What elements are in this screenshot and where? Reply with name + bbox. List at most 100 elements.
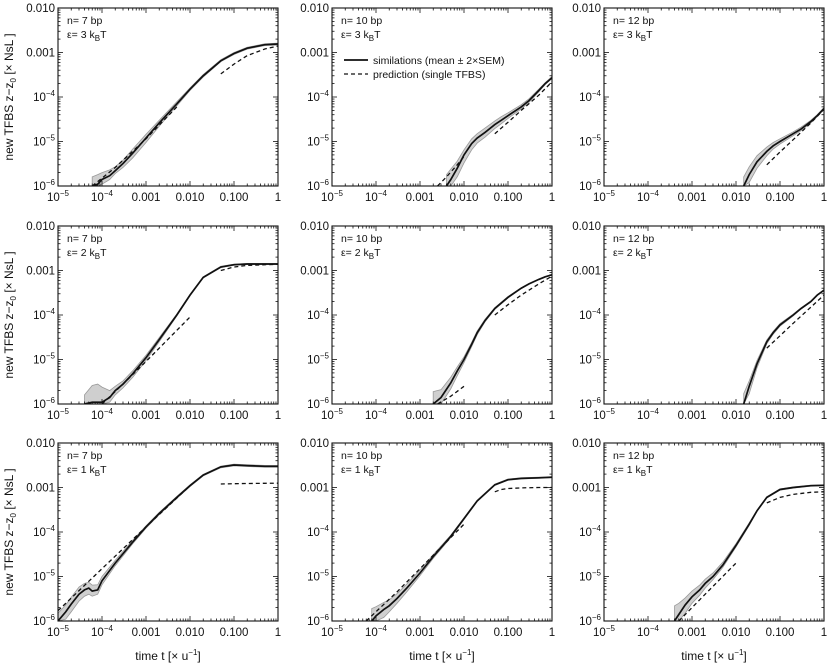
legend: similations (mean ± 2×SEM) prediction (si… [344,55,505,81]
x-tick-exponent: −5 [60,189,70,198]
y-tick-exponent: −6 [46,613,56,622]
x-tick-label: 0.010 [176,410,205,422]
y-tick-label: 10−4 [33,89,55,104]
simulation-line [742,289,824,404]
panel-6: 10−5 10−4 0.001 0.010 0.100 110−610−510−40.00… [572,221,827,422]
eps-unit: T [100,247,107,259]
y-axis-title: new TFBS z−z0 [× NsL ] [2,33,18,160]
y-tick-label: 0.001 [572,483,601,495]
y-tick-exponent: −6 [46,178,56,187]
x-tick-text: 0.010 [722,192,751,204]
sem-band [58,463,278,621]
n-annotation: n= 7 bp [67,450,102,462]
x-tick-label: 0.001 [132,192,161,204]
x-tick-label: 1 [275,410,281,422]
epsilon-annotation: ε= 3 kBT [341,29,381,43]
x-tick-text: 1 [275,627,281,639]
x-tick-exponent: −4 [378,189,388,198]
y-tick-label: 10−6 [307,396,329,411]
x-axis-unit-exponent: −1 [462,648,472,657]
x-tick-label: 10−5 [321,407,343,422]
y-tick-label: 10−4 [579,524,601,539]
y-tick-label: 10−5 [579,352,601,367]
y-tick-text: 10 [579,355,592,367]
y-tick-exponent: −4 [320,307,330,316]
eps-unit: T [646,29,653,41]
x-tick-label: 10−5 [321,189,343,204]
x-tick-label: 0.001 [406,410,435,422]
x-tick-label: 10−5 [593,624,615,639]
y-tick-text: 0.001 [300,483,329,495]
y-axis-unit: [× NsL ] [2,251,16,296]
y-tick-text: 10 [33,181,46,193]
x-tick-label: 0.100 [220,627,249,639]
y-tick-exponent: −5 [46,569,56,578]
y-tick-text: 10 [579,572,592,584]
eps-unit: T [374,29,381,41]
x-tick-text: 0.001 [678,410,707,422]
prediction-line [494,81,552,135]
prediction-line [766,108,824,166]
x-tick-text: 10 [593,410,606,422]
y-tick-label: 10−6 [579,613,601,628]
y-tick-text: 10 [33,137,46,149]
x-tick-label: 0.100 [766,410,795,422]
y-tick-exponent: −5 [320,569,330,578]
x-tick-label: 10−5 [47,189,69,204]
y-tick-label: 10−6 [307,178,329,193]
panel-9: 10−5 10−4 0.001 0.010 0.100 110−610−510−40.00… [572,438,827,639]
eps-subscript: B [369,252,374,261]
y-tick-exponent: −5 [592,352,602,361]
y-tick-text: 10 [579,137,592,149]
y-tick-label: 10−4 [579,89,601,104]
x-tick-text: 0.001 [132,627,161,639]
prediction-line [678,562,737,621]
n-label: n= 12 bp [613,450,654,462]
prediction-line [220,263,278,272]
x-tick-label: 10−5 [47,407,69,422]
y-tick-label: 10−6 [579,396,601,411]
epsilon-annotation: ε= 2 kBT [67,247,107,261]
y-tick-exponent: −4 [46,524,56,533]
x-tick-label: 1 [275,192,281,204]
x-tick-label: 0.001 [406,192,435,204]
plot-area [432,273,552,404]
n-annotation: n= 10 bp [341,233,382,245]
x-tick-text: 0.010 [176,192,205,204]
eps-subscript: B [369,469,374,478]
y-tick-label: 10−6 [33,178,55,193]
y-tick-label: 10−5 [307,352,329,367]
y-tick-text: 0.010 [572,221,601,233]
y-tick-text: 0.010 [26,438,55,450]
y-tick-label: 10−4 [33,307,55,322]
x-axis-title: time t [× u−1] [409,648,475,663]
eps-label: ε= 1 k [341,464,369,476]
y-tick-exponent: −5 [46,352,56,361]
x-tick-label: 10−4 [91,624,113,639]
y-tick-text: 10 [307,181,320,193]
x-tick-exponent: −5 [606,407,616,416]
eps-unit: T [646,464,653,476]
x-tick-text: 10 [637,192,650,204]
panel-7: 10−5 10−4 0.001 0.010 0.100 110−610−510−40.00… [26,438,281,639]
x-tick-text: 0.100 [220,192,249,204]
x-tick-label: 0.100 [494,627,523,639]
x-tick-text: 10 [91,192,104,204]
simulation-line [673,484,824,621]
y-axis-title-subscript: 0 [9,77,18,82]
prediction-line [766,294,824,349]
y-tick-exponent: −6 [320,396,330,405]
y-tick-text: 10 [307,310,320,322]
x-tick-text: 0.010 [722,410,751,422]
x-tick-label: 0.010 [722,627,751,639]
x-tick-exponent: −4 [650,624,660,633]
x-tick-label: 1 [549,192,555,204]
x-tick-text: 1 [549,410,555,422]
x-axis-unit-close: ] [743,649,746,663]
y-axis-title-text: new TFBS z−z [2,82,16,160]
y-tick-label: 0.001 [300,483,329,495]
x-tick-exponent: −5 [334,189,344,198]
y-tick-text: 0.010 [300,438,329,450]
n-label: n= 12 bp [613,233,654,245]
x-tick-text: 0.001 [406,192,435,204]
